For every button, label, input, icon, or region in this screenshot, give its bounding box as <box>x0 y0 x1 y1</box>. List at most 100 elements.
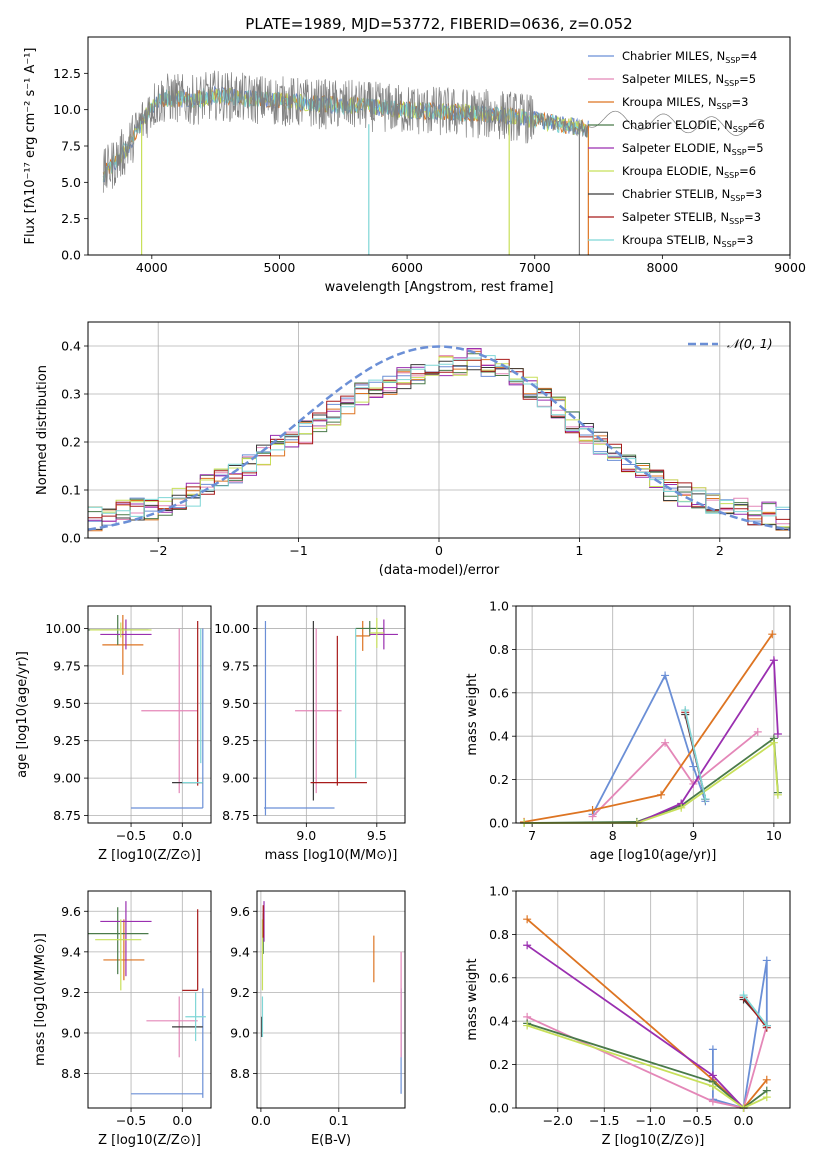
y-tick-label: 0.4 <box>489 1014 509 1029</box>
data-marker <box>773 790 782 799</box>
errorbar-point <box>100 901 152 977</box>
plot-area <box>523 915 771 1112</box>
y-tick-label: 8.8 <box>230 1066 250 1081</box>
data-marker <box>769 656 778 665</box>
x-tick-label: 1 <box>575 543 583 558</box>
axes-frame <box>256 605 406 824</box>
observed-spectrum-line <box>102 70 765 193</box>
y-tick-label: 0.2 <box>489 772 509 787</box>
series-line <box>523 633 774 823</box>
legend-label: Chabrier ELODIE, NSSP=6 <box>622 118 765 134</box>
x-tick-label: 0 <box>435 543 443 558</box>
data-marker <box>708 1071 717 1080</box>
y-tick-label: 1.0 <box>489 599 509 614</box>
errorbar-point <box>355 620 384 636</box>
x-tick-label: 9.0 <box>296 828 316 843</box>
errorbar-point <box>103 919 145 981</box>
legend-label: Kroupa MILES, NSSP=3 <box>622 95 748 111</box>
x-axis-label: wavelength [Angstrom, rest frame] <box>325 280 554 295</box>
series-line <box>524 736 779 824</box>
series-line <box>636 657 779 824</box>
x-tick-label: 7000 <box>519 260 551 275</box>
age-vs-metallicity-panel: −0.5 0.0 8.75 9.00 9.25 9.50 9.75 10.00 Z [log10… <box>15 605 212 863</box>
y-axis-label: age [log10(age/yr)] <box>15 651 30 778</box>
y-tick-label: 0.0 <box>61 531 81 546</box>
series-line <box>742 994 768 1027</box>
x-tick-label: 2 <box>716 543 724 558</box>
axes-frame <box>515 605 791 824</box>
data-marker <box>753 727 762 736</box>
data-marker <box>708 1097 717 1106</box>
y-tick-label: 0.3 <box>61 387 81 402</box>
x-tick-label: 9 <box>689 828 697 843</box>
x-axis-label: mass [log10(M/M⊙)] <box>265 848 398 863</box>
legend-label: Salpeter STELIB, NSSP=3 <box>622 210 761 226</box>
x-tick-label: 0.0 <box>172 1113 192 1128</box>
y-tick-label: 9.50 <box>53 696 81 711</box>
data-marker <box>762 1075 771 1084</box>
y-axis-label: mass weight <box>465 958 480 1040</box>
x-tick-label: 7 <box>528 828 536 843</box>
x-tick-label: −2.0 <box>543 1113 573 1128</box>
y-axis-label: mass [log10(M/M⊙)] <box>33 933 48 1066</box>
plot-area <box>264 617 398 816</box>
errorbar-point <box>355 620 370 651</box>
spectrum-panel: 4000 5000 6000 7000 8000 9000 0.0 2.5 5.0 7.5 10.0… <box>23 36 806 295</box>
series-line <box>712 960 768 1110</box>
x-axis-label: age [log10(age/yr)] <box>590 848 717 863</box>
y-tick-label: 0.6 <box>489 685 509 700</box>
data-marker <box>661 738 670 747</box>
normal-reference-curve <box>88 345 790 531</box>
y-tick-label: 1.0 <box>489 884 509 899</box>
y-tick-label: 0.2 <box>489 1057 509 1072</box>
legend-label: Chabrier MILES, NSSP=4 <box>622 49 757 65</box>
data-marker <box>739 991 748 1000</box>
errorbar-point <box>369 619 398 650</box>
data-marker <box>657 790 666 799</box>
y-tick-label: 9.25 <box>53 733 81 748</box>
y-axis-label: Normed distribution <box>35 365 50 495</box>
data-marker <box>661 671 670 680</box>
errorbar-point <box>102 614 144 675</box>
data-marker <box>769 738 778 747</box>
y-tick-label: 9.00 <box>53 771 81 786</box>
plot-area <box>88 614 204 809</box>
y-tick-label: 12.5 <box>53 66 81 81</box>
mass-vs-ebv-panel: 0.0 0.1 8.8 9.0 9.2 9.4 9.6 E(B-V) <box>230 890 406 1148</box>
plot-area <box>520 630 782 827</box>
errorbar-point <box>100 619 152 650</box>
data-marker <box>768 630 777 639</box>
legend-label: Kroupa STELIB, NSSP=3 <box>622 233 753 249</box>
legend-label: Kroupa ELODIE, NSSP=6 <box>622 164 756 180</box>
x-tick-label: −1 <box>289 543 307 558</box>
axes-frame <box>256 890 406 1109</box>
data-marker <box>523 1021 532 1030</box>
x-tick-label: 5000 <box>264 260 296 275</box>
data-marker <box>762 956 771 965</box>
x-tick-label: −1.5 <box>589 1113 619 1128</box>
axes-frame <box>515 890 791 1109</box>
x-tick-label: −2 <box>149 543 167 558</box>
series-line <box>742 996 768 1029</box>
y-tick-label: 9.6 <box>230 904 250 919</box>
y-axis-label: mass weight <box>465 673 480 755</box>
series-line <box>526 1016 768 1110</box>
x-tick-label: −0.5 <box>116 828 146 843</box>
y-tick-label: 0.4 <box>61 339 81 354</box>
x-tick-label: 10 <box>766 828 782 843</box>
axes-frame <box>87 890 212 1109</box>
y-tick-label: 9.50 <box>222 696 250 711</box>
y-tick-label: 5.0 <box>61 175 81 190</box>
y-tick-label: 8.8 <box>61 1066 81 1081</box>
data-marker <box>708 1045 717 1054</box>
histogram-step-line <box>88 360 790 531</box>
data-marker <box>523 941 532 950</box>
y-axis-label: Flux [fλ10⁻¹⁷ erg cm⁻² s⁻¹ A⁻¹] <box>23 48 38 245</box>
errorbar-point <box>95 919 142 991</box>
y-tick-label: 10.00 <box>45 621 81 636</box>
y-tick-label: 9.75 <box>53 658 81 673</box>
age-vs-mass-panel: 9.0 9.5 8.75 9.00 9.25 9.50 9.75 10.00 mass [log… <box>214 605 406 863</box>
y-tick-label: 9.25 <box>222 733 250 748</box>
y-tick-label: 0.8 <box>489 642 509 657</box>
